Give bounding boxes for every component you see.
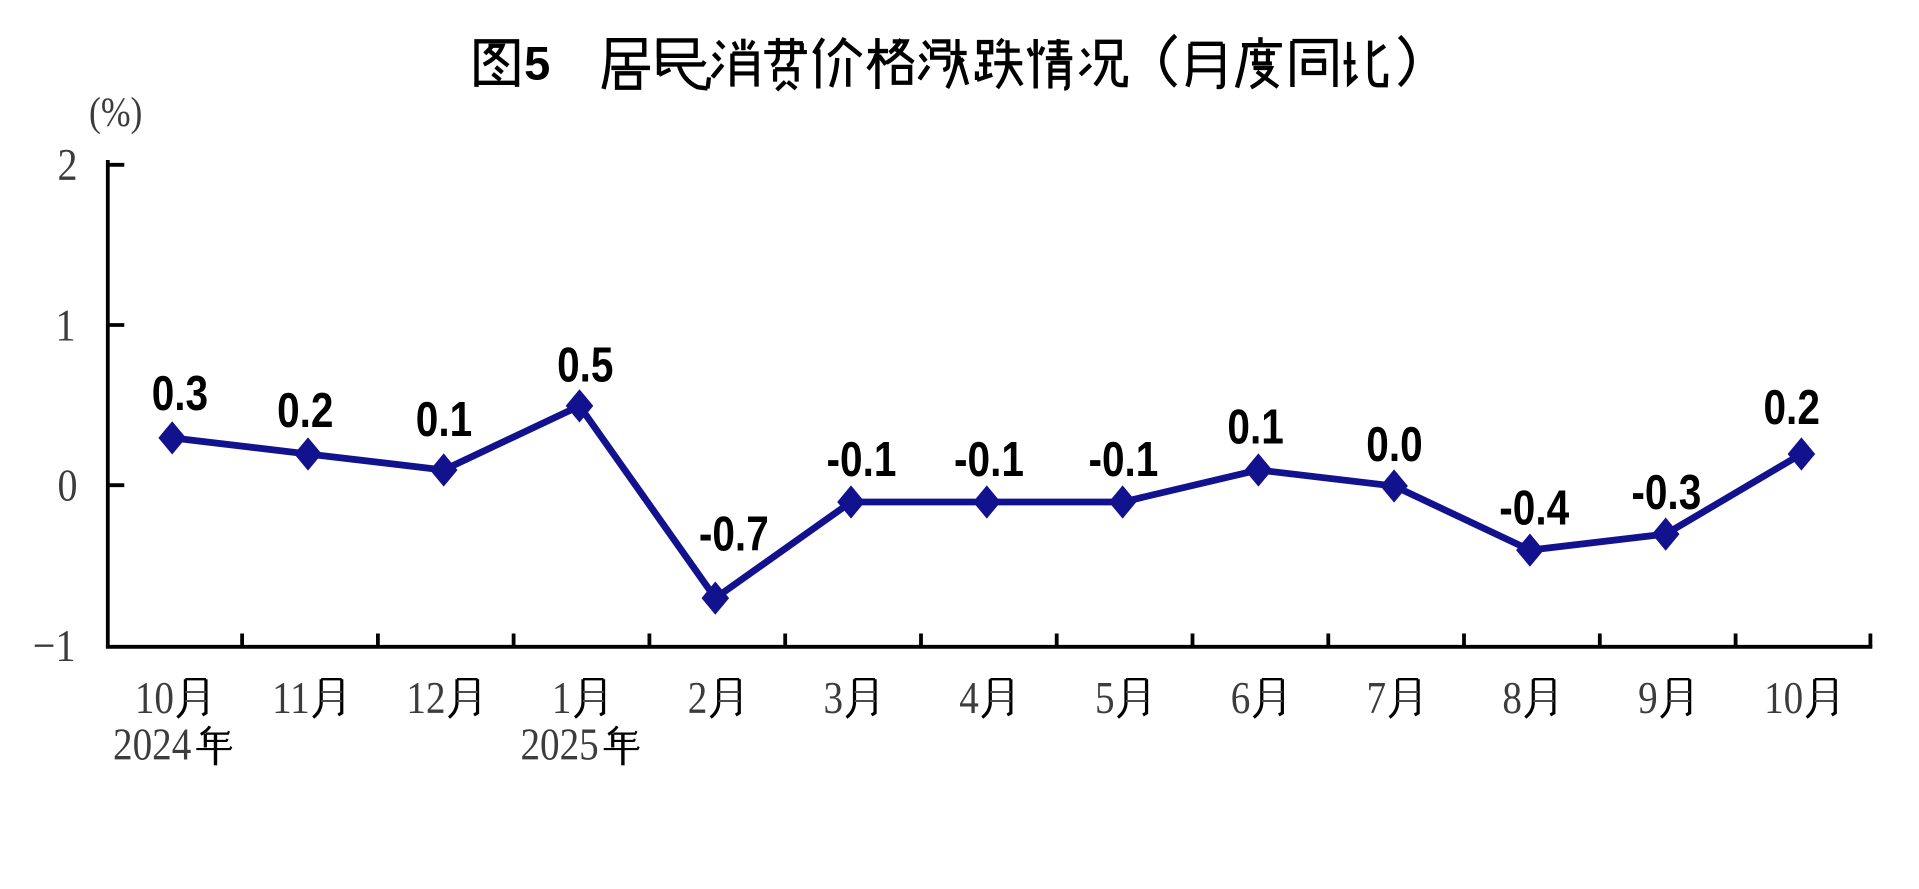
svg-text:0.5: 0.5 bbox=[557, 337, 613, 393]
svg-text:3: 3 bbox=[823, 674, 843, 724]
svg-text:-0.1: -0.1 bbox=[827, 431, 897, 487]
svg-text:-0.7: -0.7 bbox=[699, 506, 769, 562]
svg-text:1: 1 bbox=[552, 674, 572, 724]
svg-text:1: 1 bbox=[55, 301, 75, 351]
svg-text:-0.1: -0.1 bbox=[954, 431, 1024, 487]
svg-text:4: 4 bbox=[959, 674, 979, 724]
svg-text:(%): (%) bbox=[89, 90, 142, 135]
svg-text:0.1: 0.1 bbox=[416, 391, 472, 447]
svg-text:10: 10 bbox=[1764, 674, 1803, 724]
svg-text:12: 12 bbox=[406, 674, 445, 724]
svg-text:11: 11 bbox=[272, 674, 310, 724]
svg-text:2024: 2024 bbox=[113, 720, 191, 770]
svg-text:-0.4: -0.4 bbox=[1499, 480, 1569, 536]
svg-text:10: 10 bbox=[135, 674, 174, 724]
svg-text:−1: −1 bbox=[33, 622, 76, 672]
svg-text:2025: 2025 bbox=[520, 720, 598, 770]
svg-text:9: 9 bbox=[1638, 674, 1658, 724]
svg-text:2: 2 bbox=[57, 141, 77, 191]
svg-text:0: 0 bbox=[57, 461, 77, 511]
svg-text:0.1: 0.1 bbox=[1227, 399, 1283, 455]
svg-text:0.2: 0.2 bbox=[277, 382, 333, 438]
svg-text:-0.3: -0.3 bbox=[1631, 464, 1701, 520]
svg-text:-0.1: -0.1 bbox=[1088, 431, 1158, 487]
svg-text:6: 6 bbox=[1231, 674, 1251, 724]
svg-text:7: 7 bbox=[1367, 674, 1387, 724]
svg-text:0.0: 0.0 bbox=[1366, 416, 1422, 472]
svg-text:5: 5 bbox=[1095, 674, 1115, 724]
svg-text:5: 5 bbox=[524, 37, 550, 90]
svg-text:0.2: 0.2 bbox=[1763, 379, 1819, 435]
svg-text:0.3: 0.3 bbox=[152, 365, 208, 421]
svg-text:8: 8 bbox=[1502, 674, 1522, 724]
svg-text:2: 2 bbox=[688, 674, 708, 724]
